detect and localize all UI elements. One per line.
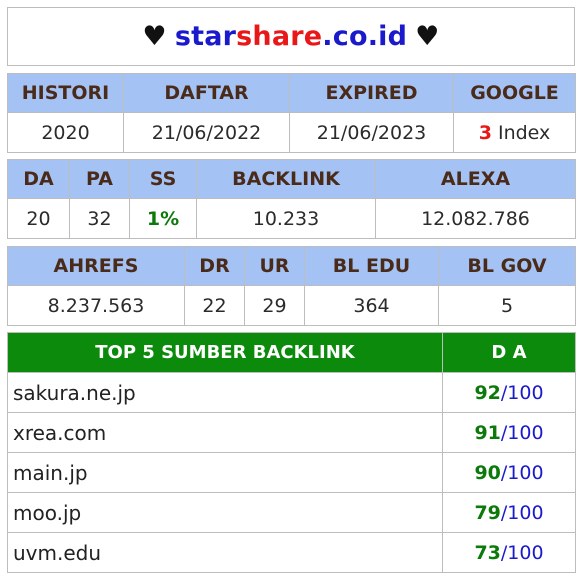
da-score: 91 <box>474 421 501 444</box>
backlink-domain: uvm.edu <box>7 532 443 573</box>
value-google: 3 Index <box>453 112 576 153</box>
header-bl-gov: BL GOV <box>438 246 576 286</box>
value-da: 20 <box>7 198 70 239</box>
header-alexa: ALEXA <box>375 159 576 199</box>
header-ur: UR <box>244 246 305 286</box>
heart-right-icon: ♥ <box>415 21 440 52</box>
google-index-label: Index <box>491 121 551 144</box>
site-name-part2: share <box>236 21 323 52</box>
header-histori: HISTORI <box>7 73 124 113</box>
header-da: DA <box>7 159 70 199</box>
header-google: GOOGLE <box>453 73 576 113</box>
value-pa: 32 <box>69 198 130 239</box>
ahrefs-table: AHREFS DR UR BL EDU BL GOV 8.237.563 22 … <box>7 246 576 326</box>
value-backlink: 10.233 <box>196 198 376 239</box>
table-row: moo.jp 79/100 <box>7 492 576 533</box>
header-da-score: D A <box>442 332 576 373</box>
value-histori: 2020 <box>7 112 124 153</box>
value-ss: 1% <box>129 198 197 239</box>
da-max: /100 <box>500 541 544 564</box>
value-dr: 22 <box>184 285 245 326</box>
metrics-table: DA PA SS BACKLINK ALEXA 20 32 1% 10.233 … <box>7 159 576 239</box>
google-index-count: 3 <box>478 121 492 144</box>
value-bl-gov: 5 <box>438 285 576 326</box>
table-row: xrea.com 91/100 <box>7 412 576 453</box>
header-ahrefs: AHREFS <box>7 246 185 286</box>
value-expired: 21/06/2023 <box>289 112 454 153</box>
backlink-da: 92/100 <box>442 372 576 413</box>
header-expired: EXPIRED <box>289 73 454 113</box>
header-bl-edu: BL EDU <box>304 246 439 286</box>
backlink-da: 90/100 <box>442 452 576 493</box>
da-score: 90 <box>474 461 501 484</box>
heart-left-icon: ♥ <box>142 21 167 52</box>
table-row: main.jp 90/100 <box>7 452 576 493</box>
site-name-part3: .co.id <box>322 21 408 52</box>
site-title-box: ♥ star share .co.id ♥ <box>7 7 575 66</box>
header-pa: PA <box>69 159 130 199</box>
header-daftar: DAFTAR <box>123 73 290 113</box>
da-max: /100 <box>500 421 544 444</box>
domain-info-table: HISTORI DAFTAR EXPIRED GOOGLE 2020 21/06… <box>7 73 576 153</box>
da-max: /100 <box>500 381 544 404</box>
backlink-da: 79/100 <box>442 492 576 533</box>
table-row: uvm.edu 73/100 <box>7 532 576 573</box>
table-row: sakura.ne.jp 92/100 <box>7 372 576 413</box>
header-top-sources: TOP 5 SUMBER BACKLINK <box>7 332 443 373</box>
header-ss: SS <box>129 159 197 199</box>
da-score: 92 <box>474 381 501 404</box>
header-backlink: BACKLINK <box>196 159 376 199</box>
backlink-domain: sakura.ne.jp <box>7 372 443 413</box>
backlink-domain: moo.jp <box>7 492 443 533</box>
backlink-domain: main.jp <box>7 452 443 493</box>
da-max: /100 <box>500 461 544 484</box>
da-score: 79 <box>474 501 501 524</box>
da-max: /100 <box>500 501 544 524</box>
header-dr: DR <box>184 246 245 286</box>
value-alexa: 12.082.786 <box>375 198 576 239</box>
top-backlink-table: TOP 5 SUMBER BACKLINK D A sakura.ne.jp 9… <box>7 332 576 573</box>
site-name-part1: star <box>174 21 237 52</box>
value-ur: 29 <box>244 285 305 326</box>
value-bl-edu: 364 <box>304 285 439 326</box>
backlink-da: 91/100 <box>442 412 576 453</box>
value-daftar: 21/06/2022 <box>123 112 290 153</box>
value-ahrefs: 8.237.563 <box>7 285 185 326</box>
backlink-da: 73/100 <box>442 532 576 573</box>
backlink-domain: xrea.com <box>7 412 443 453</box>
da-score: 73 <box>474 541 501 564</box>
